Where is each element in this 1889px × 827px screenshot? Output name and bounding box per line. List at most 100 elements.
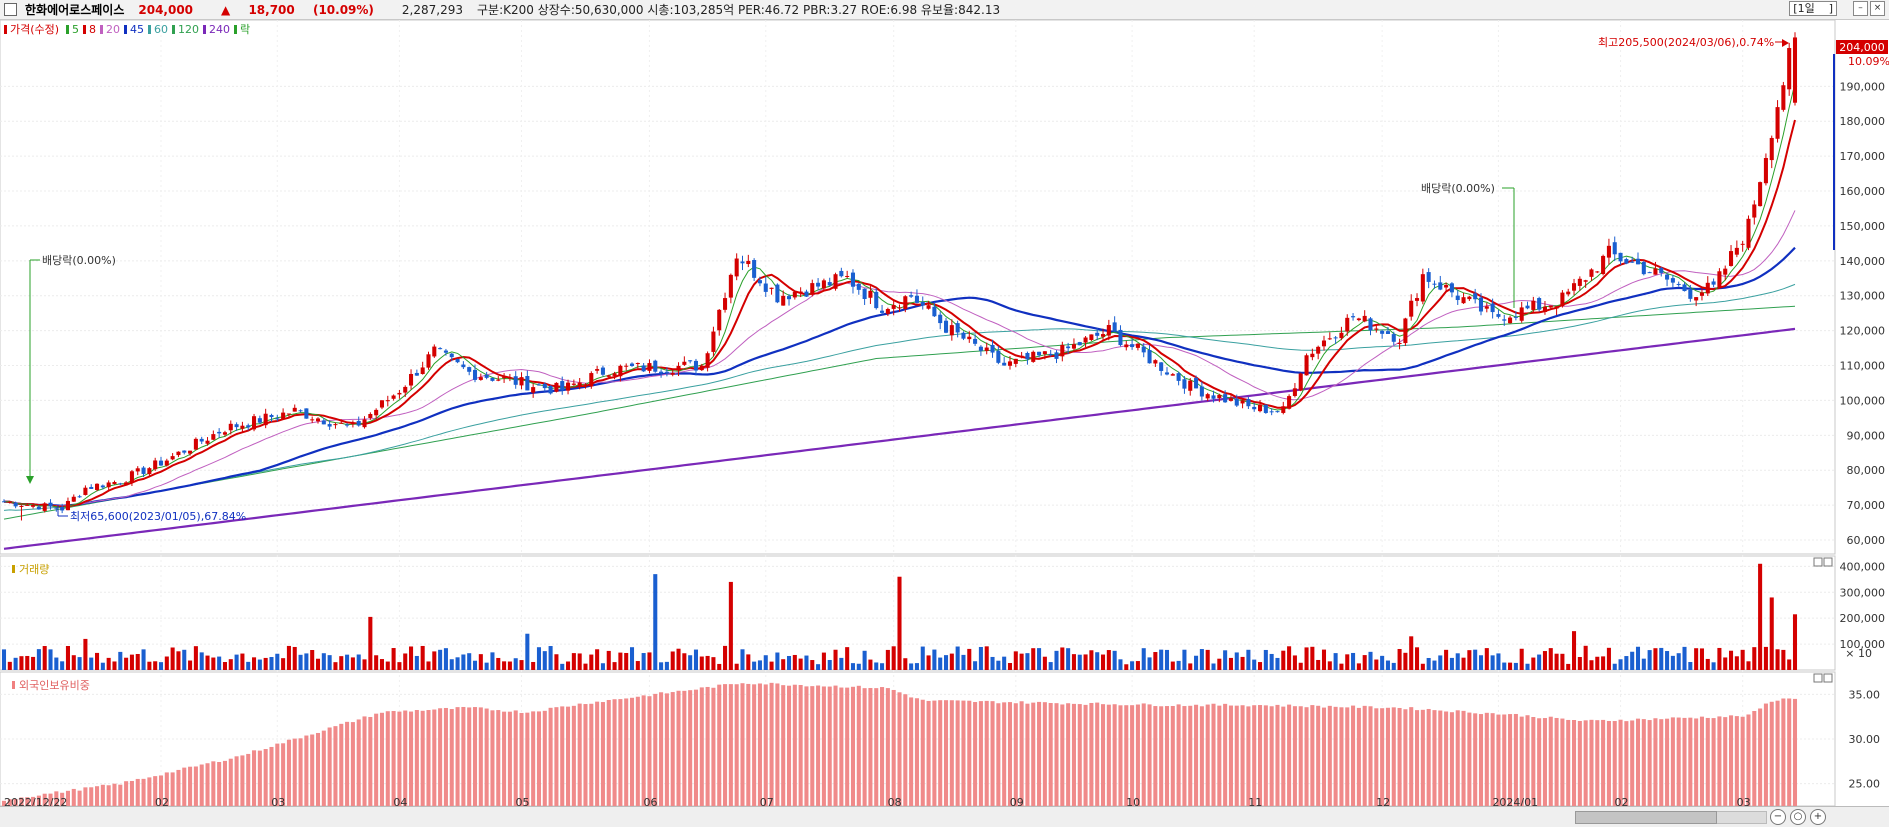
- foreign-bar: [391, 711, 396, 806]
- chart-canvas[interactable]: 60,000 70,000 80,000 90,000 100,000 110,000 12…: [0, 20, 1889, 806]
- candle-body: [1327, 338, 1332, 340]
- foreign-bar: [699, 687, 704, 806]
- zoom-out-icon[interactable]: −: [1770, 809, 1786, 825]
- foreign-bar: [1572, 719, 1577, 806]
- dividend-label-2: 배당락(0.00%): [1421, 182, 1495, 195]
- foreign-bar: [1461, 710, 1466, 806]
- candle-body: [391, 395, 396, 399]
- foreign-bar: [786, 685, 792, 806]
- candle-body: [1682, 284, 1687, 292]
- foreign-bar: [188, 766, 193, 806]
- foreign-bar: [304, 735, 309, 806]
- x-tick-label: 09: [1010, 796, 1024, 806]
- foreign-bar: [1682, 717, 1687, 806]
- candle-body: [903, 296, 908, 310]
- foreign-bar: [1316, 705, 1321, 806]
- foreign-bar: [525, 712, 530, 806]
- candle-body: [153, 460, 158, 470]
- foreign-bar: [228, 758, 233, 806]
- foreign-bar: [164, 772, 169, 806]
- stock-name[interactable]: 한화에어로스페이스: [25, 3, 125, 17]
- price-tag-text: 204,000: [1839, 41, 1885, 54]
- foreign-bar: [1298, 706, 1303, 806]
- zoom-reset-icon[interactable]: ○: [1790, 809, 1806, 825]
- volume-bar: [106, 657, 111, 670]
- candle-body: [740, 261, 745, 264]
- foreign-bar: [472, 707, 478, 806]
- volume-bar: [996, 660, 1001, 670]
- candle-body: [310, 419, 315, 421]
- candle-body: [664, 371, 669, 373]
- candle-body: [1659, 267, 1664, 273]
- volume-bar: [478, 654, 483, 670]
- candle-body: [292, 407, 297, 412]
- low-label: 최저65,600(2023/01/05),67.84%: [70, 510, 246, 523]
- foreign-bar: [42, 793, 47, 806]
- volume-panel[interactable]: [0, 555, 1836, 671]
- candle-body: [659, 371, 664, 374]
- candle-body: [25, 504, 30, 506]
- candle-body: [647, 363, 652, 371]
- volume-bar: [728, 581, 733, 670]
- candle-body: [252, 416, 257, 430]
- volume-bar: [141, 649, 146, 670]
- candle-body: [164, 460, 169, 466]
- volume-bar: [217, 656, 222, 670]
- foreign-bar: [1641, 719, 1646, 806]
- volume-bar: [83, 638, 88, 670]
- foreign-bar: [1752, 711, 1757, 806]
- candle-body: [885, 308, 890, 314]
- close-icon[interactable]: ×: [1870, 1, 1885, 16]
- scrollbar-thumb[interactable]: [1575, 811, 1717, 824]
- x-tick-label: 05: [516, 796, 530, 806]
- volume-bar: [600, 663, 605, 670]
- volume-bar: [885, 649, 890, 670]
- zoom-in-icon[interactable]: +: [1810, 809, 1826, 825]
- candle-body: [1758, 182, 1763, 207]
- period-selector[interactable]: [1일]: [1789, 1, 1837, 16]
- volume-bar: [554, 654, 559, 670]
- foreign-bar: [1281, 706, 1286, 806]
- foreign-bar: [1560, 718, 1565, 806]
- volume-minimize-icon[interactable]: [1813, 557, 1823, 567]
- foreign-minimize-icon[interactable]: [1813, 673, 1823, 683]
- volume-bar: [1263, 649, 1268, 670]
- volume-bar: [345, 654, 350, 670]
- foreign-bar: [682, 690, 687, 806]
- foreign-bar: [1688, 717, 1693, 806]
- volume-bar: [1415, 647, 1420, 670]
- candle-body: [397, 392, 402, 395]
- volume-close-icon[interactable]: [1823, 557, 1833, 567]
- candle-body: [1583, 280, 1588, 282]
- volume-bar: [711, 657, 716, 670]
- volume-bar: [909, 663, 914, 670]
- legend-label: 60: [154, 23, 168, 36]
- x-tick-label: 03: [1737, 796, 1751, 806]
- volume-bar: [327, 655, 332, 670]
- volume-bar: [920, 646, 925, 670]
- select-checkbox[interactable]: [4, 3, 17, 16]
- volume-bar: [199, 652, 204, 670]
- volume-bar: [542, 651, 547, 670]
- foreign-bar: [153, 776, 158, 806]
- volume-bar: [990, 656, 995, 670]
- foreign-bar: [1060, 704, 1065, 806]
- volume-bar: [606, 650, 611, 670]
- candle-body: [1135, 343, 1140, 348]
- volume-bar: [275, 653, 280, 670]
- foreign-bar: [792, 684, 797, 806]
- foreign-close-icon[interactable]: [1823, 673, 1833, 683]
- foreign-bar: [89, 787, 94, 806]
- foreign-bar: [1792, 698, 1798, 806]
- volume-bar: [158, 662, 164, 670]
- volume-bar: [1269, 653, 1274, 670]
- foreign-bar: [129, 780, 134, 806]
- minimize-icon[interactable]: –: [1853, 1, 1868, 16]
- volume-bar: [65, 645, 70, 670]
- volume-bar: [664, 661, 669, 670]
- price-panel[interactable]: [0, 20, 1836, 555]
- foreign-bar: [624, 698, 629, 806]
- candle-body: [135, 468, 140, 472]
- candle-body: [1723, 268, 1728, 275]
- volume-bar: [432, 651, 437, 670]
